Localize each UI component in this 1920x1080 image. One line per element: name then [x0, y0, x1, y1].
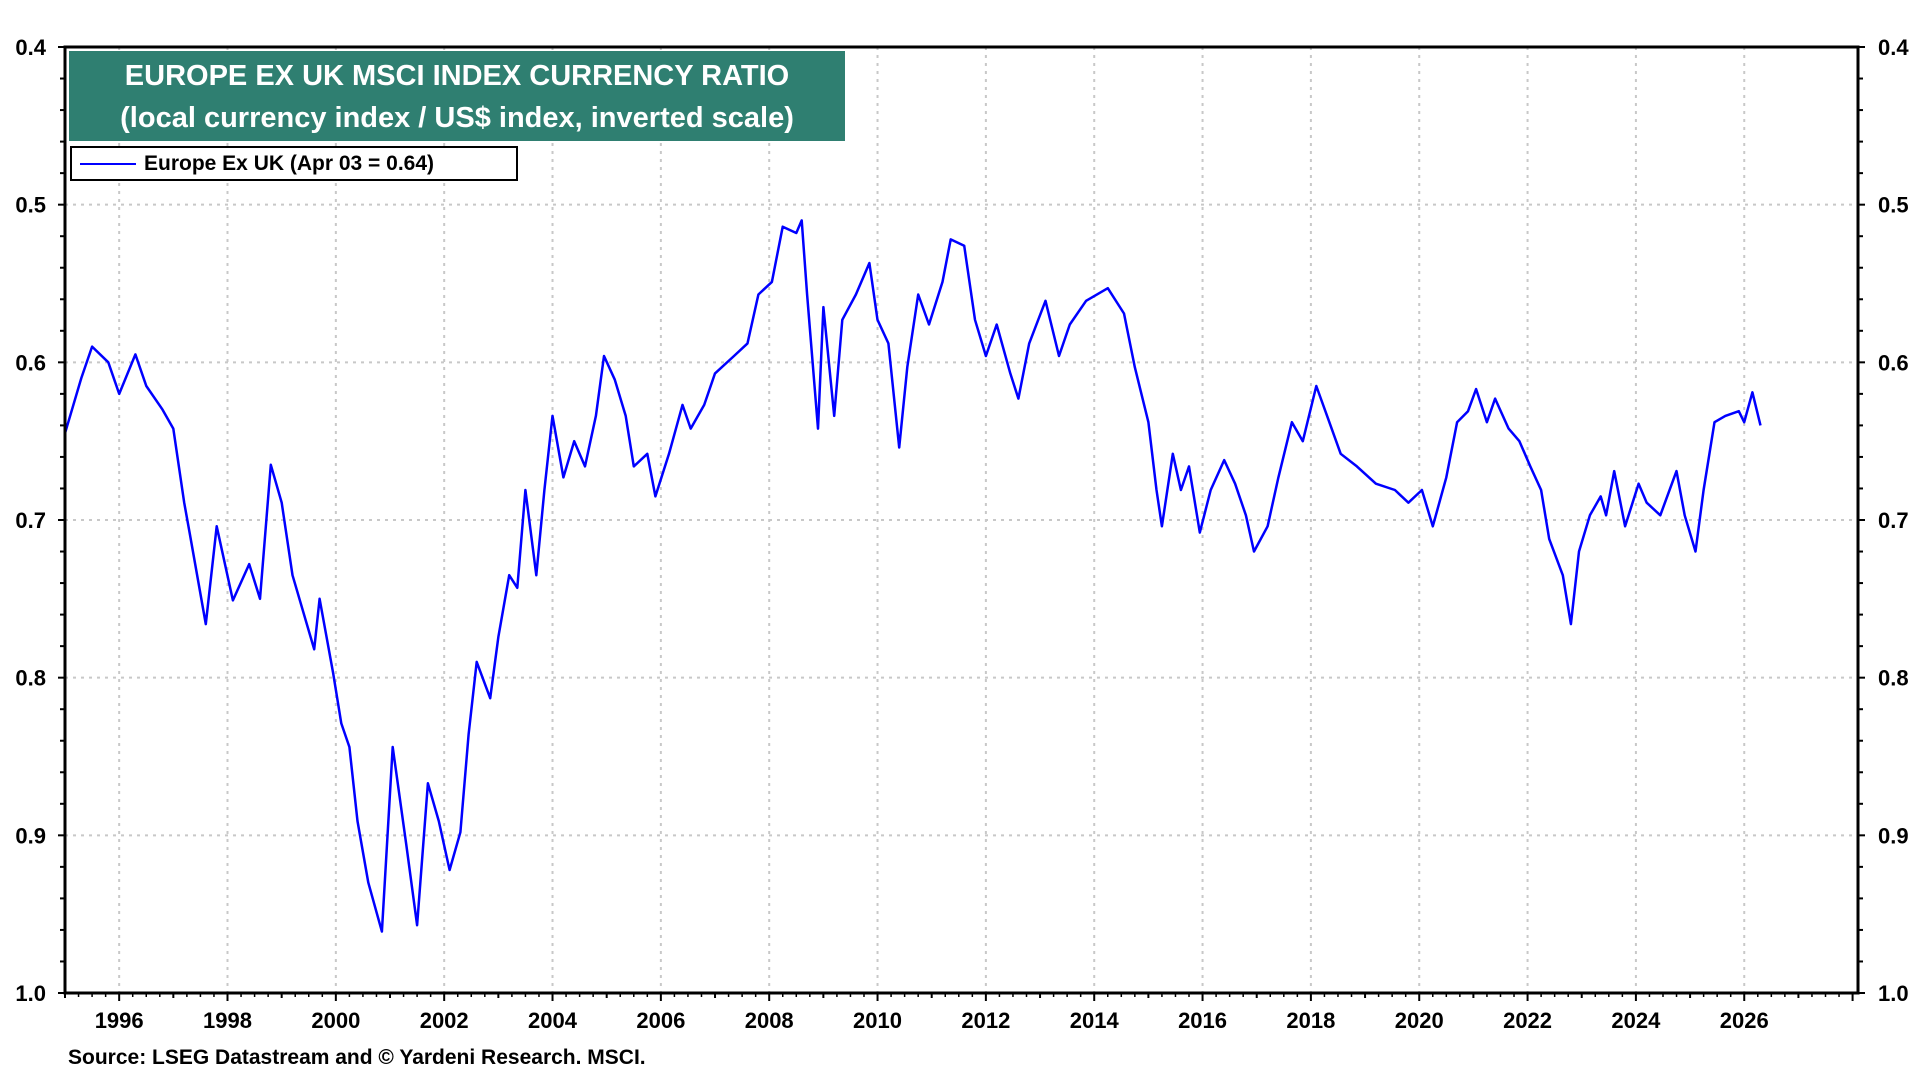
- y-tick-label: 0.9: [15, 823, 46, 848]
- chart-title-box: EUROPE EX UK MSCI INDEX CURRENCY RATIO (…: [69, 51, 845, 141]
- y-axis-labels-right: 0.4 0.5 0.6 0.7 0.8 0.9 1.0: [1878, 35, 1909, 1006]
- y-tick-label: 0.8: [1878, 666, 1909, 691]
- x-tick-label: 2004: [528, 1008, 578, 1033]
- x-tick-label: 2014: [1070, 1008, 1120, 1033]
- x-tick-label: 2016: [1178, 1008, 1227, 1033]
- x-tick-label: 2012: [961, 1008, 1010, 1033]
- x-tick-label: 2020: [1395, 1008, 1444, 1033]
- x-tick-label: 2026: [1720, 1008, 1769, 1033]
- y-tick-label: 0.8: [15, 666, 46, 691]
- y-tick-label: 0.5: [15, 193, 46, 218]
- legend-label: Europe Ex UK (Apr 03 = 0.64): [144, 152, 435, 175]
- grid: [65, 47, 1858, 993]
- x-tick-label: 2022: [1503, 1008, 1552, 1033]
- y-tick-label: 0.5: [1878, 193, 1909, 218]
- y-tick-label: 0.7: [15, 508, 46, 533]
- chart-title: EUROPE EX UK MSCI INDEX CURRENCY RATIO: [124, 60, 790, 92]
- y-tick-label: 0.9: [1878, 823, 1909, 848]
- legend-swatch: [80, 163, 136, 165]
- series-line: [63, 219, 1762, 933]
- x-tick-label: 2018: [1286, 1008, 1335, 1033]
- y-tick-label: 0.7: [1878, 508, 1909, 533]
- y-tick-label: 1.0: [1878, 981, 1909, 1006]
- x-tick-label: 2002: [420, 1008, 469, 1033]
- legend: Europe Ex UK (Apr 03 = 0.64): [70, 146, 518, 181]
- x-tick-label: 2008: [745, 1008, 794, 1033]
- x-tick-label: 2006: [636, 1008, 685, 1033]
- chart-subtitle: (local currency index / US$ index, inver…: [120, 102, 794, 134]
- y-tick-label: 0.4: [15, 35, 46, 60]
- y-tick-label: 1.0: [15, 981, 46, 1006]
- x-axis-labels: 1996 1998 2000 2002 2004 2006 2008 2010 2012 2014…: [95, 1008, 1769, 1033]
- plot-frame: [63, 45, 1860, 995]
- y-tick-label: 0.6: [15, 350, 46, 375]
- y-axis-labels-left: 0.4 0.5 0.6 0.7 0.8 0.9 1.0: [15, 35, 46, 1006]
- x-tick-label: 1998: [203, 1008, 252, 1033]
- x-tick-label: 1996: [95, 1008, 144, 1033]
- x-tick-label: 2024: [1611, 1008, 1661, 1033]
- series-lines: [63, 219, 1762, 933]
- y-tick-label: 0.4: [1878, 35, 1909, 60]
- axis-ticks: [58, 46, 1865, 1001]
- x-tick-label: 2010: [853, 1008, 902, 1033]
- x-tick-label: 2000: [311, 1008, 360, 1033]
- source-note: Source: LSEG Datastream and © Yardeni Re…: [68, 1046, 646, 1069]
- y-tick-label: 0.6: [1878, 350, 1909, 375]
